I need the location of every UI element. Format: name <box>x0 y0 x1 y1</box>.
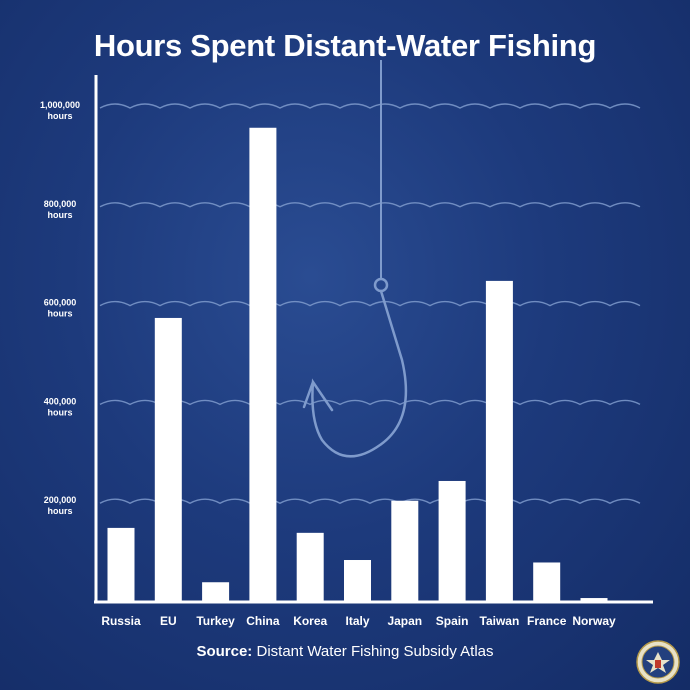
wave-gridline <box>99 202 641 208</box>
source-label: Source: <box>196 643 253 660</box>
bar-japan <box>391 500 419 602</box>
wave-gridlines <box>99 103 641 504</box>
source-caption: Source: Distant Water Fishing Subsidy At… <box>0 643 690 660</box>
x-tick-label: EU <box>160 614 177 628</box>
bar-russia <box>107 527 135 602</box>
chart-title: Hours Spent Distant-Water Fishing <box>93 28 597 63</box>
x-tick-label: Taiwan <box>480 614 520 628</box>
bar-italy <box>344 560 371 602</box>
y-tick-label: 400,000 hours <box>44 396 77 417</box>
y-tick-label: 1,000,000 hours <box>40 100 80 121</box>
x-tick-label: France <box>527 614 567 628</box>
x-tick-label: Turkey <box>196 614 235 628</box>
x-tick-labels: Russia EU Turkey China Korea Italy Japan Spain T… <box>101 614 616 628</box>
bar-spain <box>438 480 466 602</box>
fish-hook-icon <box>302 60 408 458</box>
bar-taiwan <box>485 280 513 602</box>
bar-norway <box>580 598 608 602</box>
wave-gridline <box>99 103 641 109</box>
bar-france <box>533 562 561 602</box>
x-tick-label: Norway <box>572 614 616 628</box>
bar-china <box>249 127 277 602</box>
x-tick-label: Japan <box>387 614 422 628</box>
x-tick-label: China <box>246 614 280 628</box>
x-tick-label: Russia <box>101 614 141 628</box>
y-tick-label: 600,000 hours <box>44 298 77 319</box>
x-tick-label: Korea <box>293 614 327 628</box>
wave-gridline <box>99 498 641 504</box>
bars <box>107 127 608 602</box>
source-text: Distant Water Fishing Subsidy Atlas <box>252 643 494 660</box>
x-tick-label: Italy <box>345 614 369 628</box>
bar-turkey <box>202 582 230 602</box>
bar-korea <box>296 532 324 602</box>
bar-eu <box>154 317 182 602</box>
y-tick-label: 200,000 hours <box>44 495 77 516</box>
x-tick-label: Spain <box>436 614 469 628</box>
wave-gridline <box>99 399 641 406</box>
y-tick-label: 800,000 hours <box>44 199 77 220</box>
state-department-seal-icon <box>636 640 680 684</box>
y-tick-labels: 200,000 hours 400,000 hours 600,000 hours 800,… <box>40 100 80 516</box>
wave-gridline <box>99 300 641 307</box>
